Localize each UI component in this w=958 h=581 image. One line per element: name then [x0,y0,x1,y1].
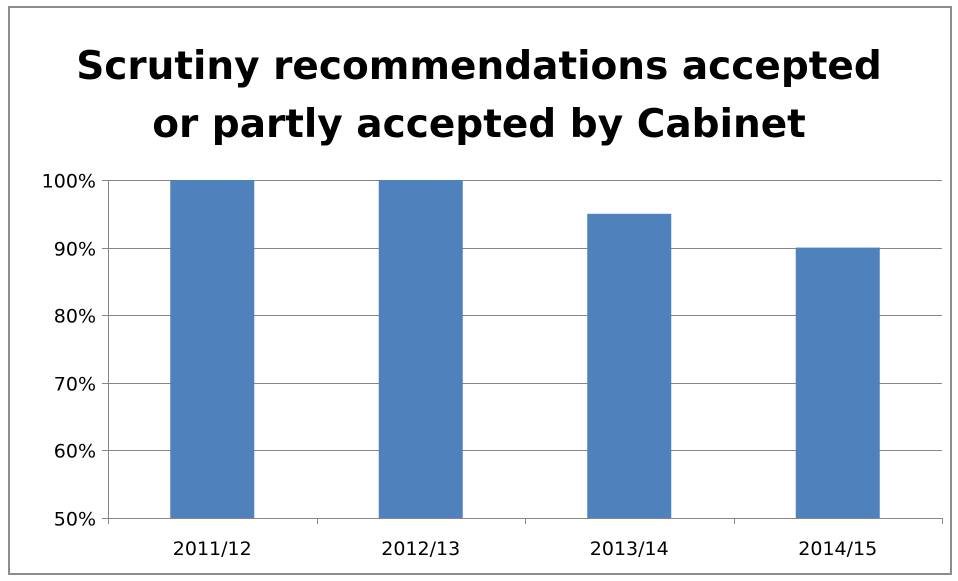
y-tick-label: 70% [54,374,96,396]
bar [795,247,880,518]
x-tick-label: 2014/15 [798,538,877,560]
chart-title: Scrutiny recommendations accepted or par… [0,38,958,154]
bar [170,180,255,518]
bar [587,213,672,519]
chart-title-line-1: Scrutiny recommendations accepted [76,44,882,89]
y-tick-label: 100% [42,171,96,193]
chart-frame [8,6,952,575]
x-tick-labels: 2011/12 2012/13 2013/14 2014/15 [173,538,877,560]
y-tick-label: 60% [54,441,96,463]
y-tick-label: 80% [54,306,96,328]
x-tick-label: 2013/14 [590,538,669,560]
chart-title-line-2: or partly accepted by Cabinet [152,102,806,147]
bar [378,180,463,518]
y-tick-label: 50% [54,509,96,531]
bars [170,180,880,519]
axes [102,180,943,524]
y-tick-label: 90% [54,239,96,261]
x-tick-label: 2012/13 [381,538,460,560]
y-tick-labels: 50% 60% 70% 80% 90% 100% [42,171,96,531]
x-tick-label: 2011/12 [173,538,252,560]
